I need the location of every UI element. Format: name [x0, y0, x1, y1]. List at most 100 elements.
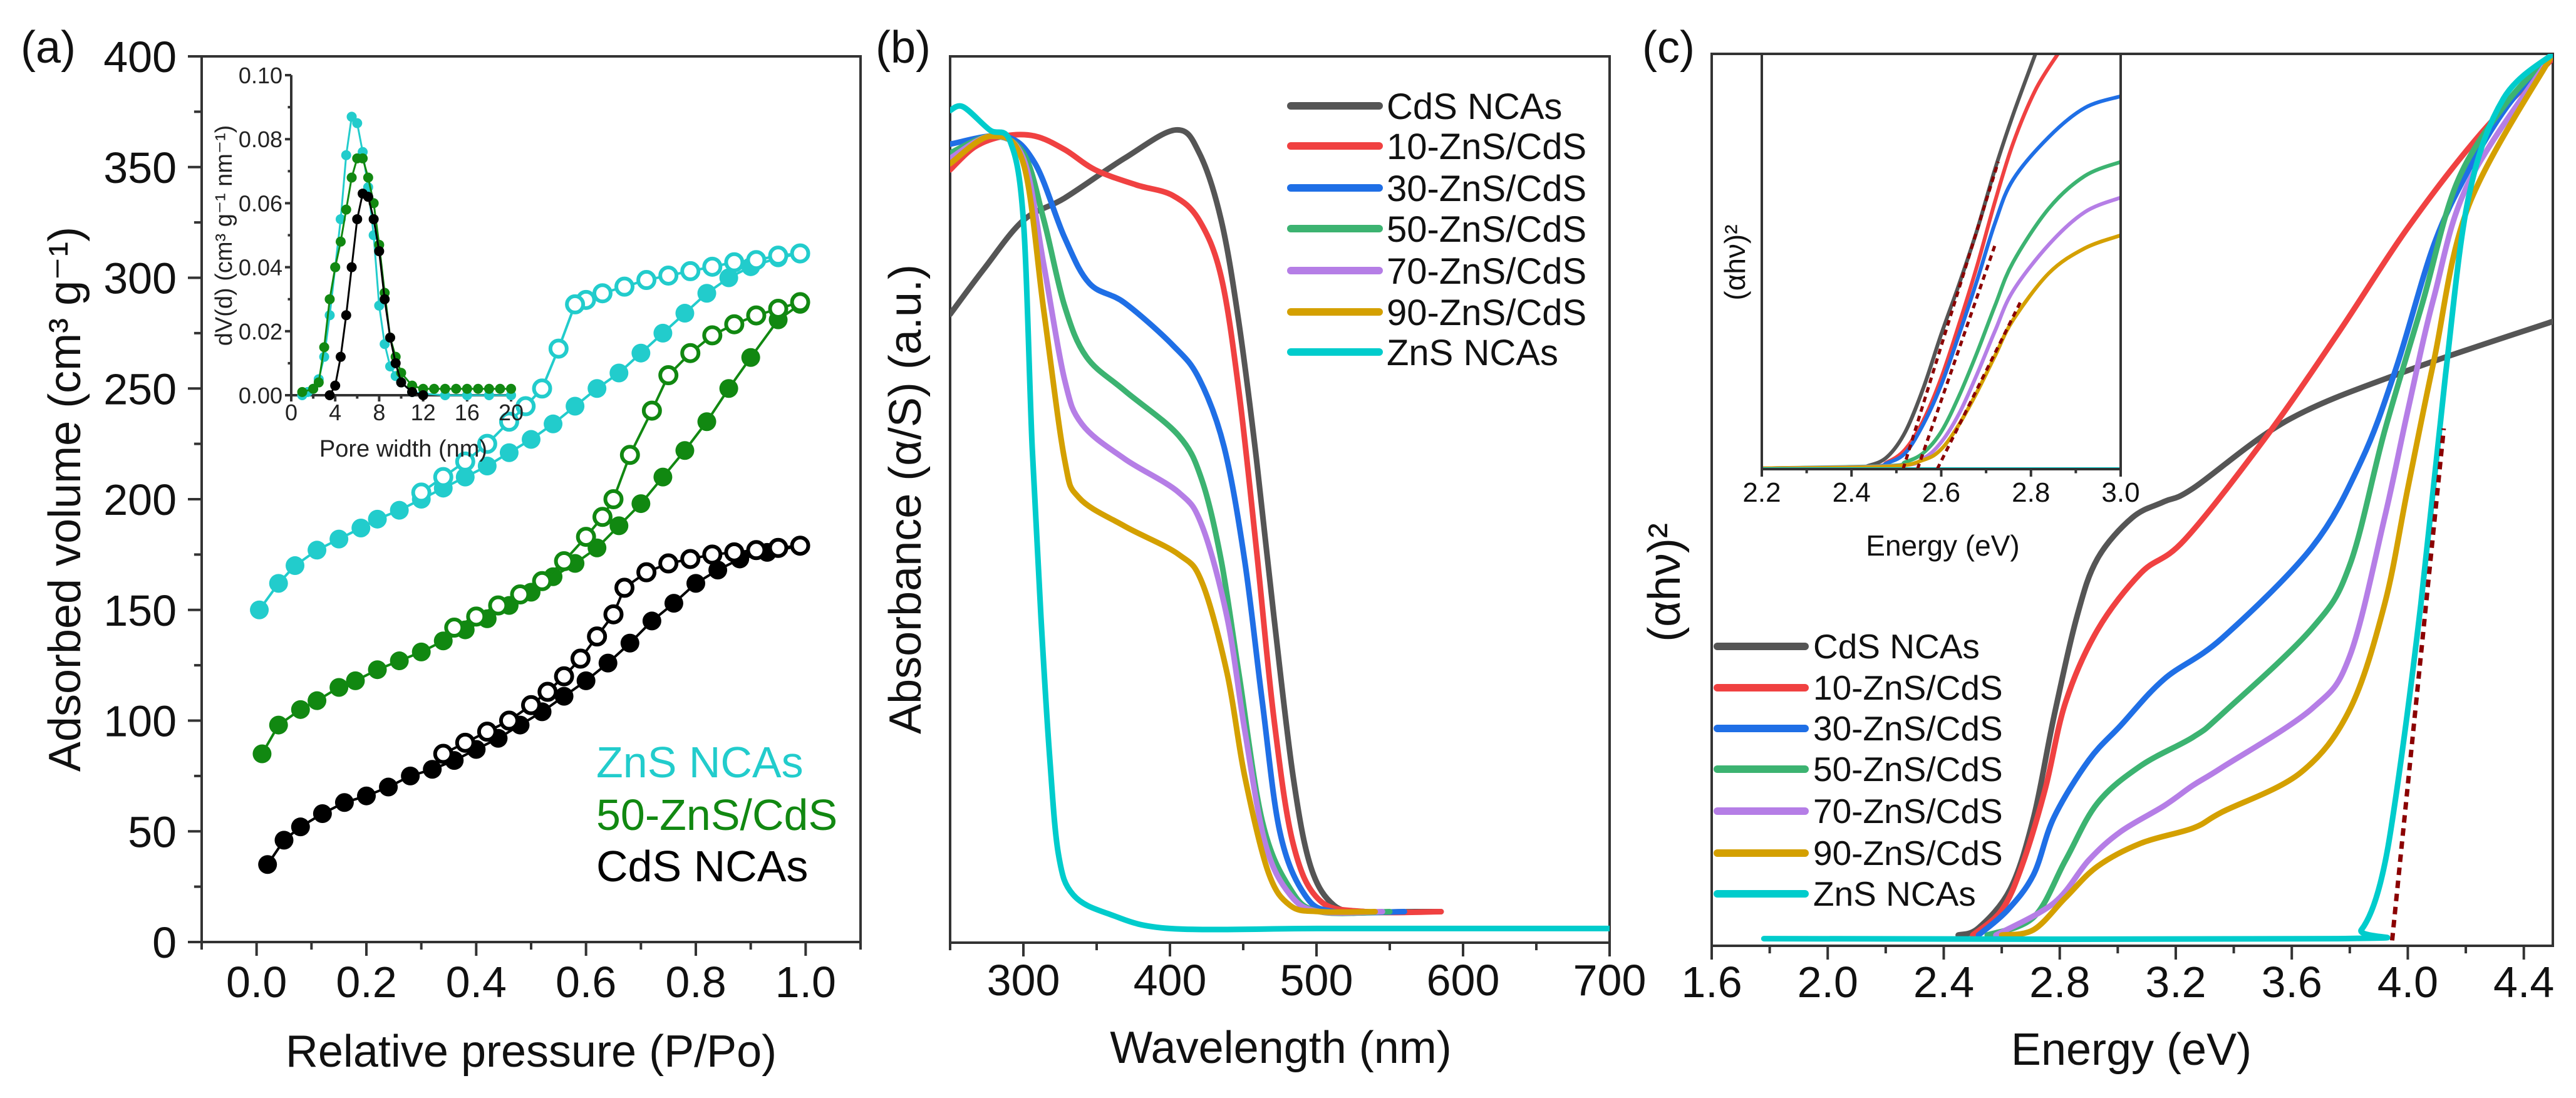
filled-circle-marker: [286, 556, 305, 576]
filled-circle-marker: [631, 343, 651, 363]
filled-circle-marker: [495, 383, 505, 394]
legend-label: 30-ZnS/CdS: [1387, 168, 1586, 209]
filled-circle-marker: [324, 390, 335, 400]
open-circle-marker: [537, 681, 558, 702]
x-tick-label: 2.6: [1922, 477, 1960, 508]
y-tick-label: 400: [103, 33, 177, 81]
panel-a-inset-pore-size-chart: Pore width (nm) dV(d) (cm³ g⁻¹ nm⁻¹) 0 4 8…: [211, 63, 524, 462]
filled-circle-marker: [642, 611, 661, 631]
tangent-dashed-line: [2389, 428, 2446, 941]
open-circle-marker: [554, 551, 574, 571]
series-line-50-zns-cds: [950, 133, 1393, 916]
filled-circle-marker: [566, 396, 585, 416]
open-circle-marker: [724, 314, 745, 334]
filled-circle-marker: [587, 379, 607, 398]
series-line-zns-ncas: [950, 103, 1610, 933]
tangent-dashed-line: [1935, 298, 2024, 469]
filled-circle-marker: [664, 594, 683, 613]
legend-label-50-zns-cds: 50-ZnS/CdS: [596, 790, 837, 839]
plot-area: [950, 103, 1610, 933]
open-circle-marker: [455, 732, 475, 753]
legend-label-cds: CdS NCAs: [596, 842, 808, 891]
y-tick-label: 300: [103, 254, 177, 303]
filled-circle-marker: [330, 262, 341, 272]
open-circle-marker: [680, 549, 701, 569]
x-tick-label: 8: [373, 400, 385, 425]
inset-y-axis-title: (αhν)²: [1719, 224, 1751, 300]
open-circle-marker: [603, 604, 624, 624]
filled-circle-marker: [363, 172, 373, 183]
y-axis-title: Absorbance (α/S) (a.u.): [881, 264, 931, 734]
filled-circle-marker: [686, 574, 705, 593]
series-zns-ncas: [250, 243, 810, 619]
filled-circle-marker: [334, 793, 354, 812]
filled-circle-marker: [269, 574, 288, 593]
filled-circle-marker: [335, 236, 346, 247]
open-circle-marker: [433, 467, 453, 487]
y-tick-label: 150: [103, 586, 177, 635]
tangent-dashed-line: [1901, 161, 2000, 469]
x-tick-label: 3.0: [2101, 477, 2139, 508]
legend-label: 10-ZnS/CdS: [1813, 668, 2003, 707]
filled-circle-marker: [358, 153, 368, 163]
filled-circle-marker: [368, 660, 387, 680]
open-circle-marker: [532, 571, 552, 591]
legend-label: 10-ZnS/CdS: [1387, 127, 1586, 167]
filled-circle-marker: [252, 744, 272, 764]
open-circle-marker: [499, 412, 519, 432]
open-circle-marker: [592, 283, 613, 304]
plot-area: [1761, 54, 2553, 943]
open-circle-marker: [768, 246, 789, 266]
filled-circle-marker: [335, 351, 346, 362]
series-line-zns-ncas: [1761, 54, 2553, 943]
open-circle-marker: [746, 305, 767, 326]
x-axis-title: Wavelength (nm): [1110, 1023, 1452, 1073]
legend-label: 50-ZnS/CdS: [1387, 209, 1586, 250]
filled-circle-marker: [741, 348, 760, 367]
x-tick-label: 1.6: [1681, 958, 1742, 1007]
series-line: [301, 114, 511, 396]
open-circle-marker: [499, 710, 519, 731]
filled-circle-marker: [708, 561, 728, 580]
open-circle-marker: [565, 294, 586, 314]
open-circle-marker: [702, 256, 723, 277]
x-tick-label: 12: [411, 400, 436, 425]
legend-item-10-zns-cds: 10-ZnS/CdS: [1287, 127, 1586, 167]
inset-y-axis-title: dV(d) (cm³ g⁻¹ nm⁻¹): [211, 125, 237, 346]
x-tick-label: 0: [285, 400, 297, 425]
open-circle-marker: [477, 722, 497, 742]
open-circle-marker: [515, 396, 536, 417]
filled-circle-marker: [341, 204, 351, 215]
panel-a-isotherm-chart: Relative pressure (P/Po) Adsorbed volume…: [40, 33, 862, 1077]
legend: CdS NCAs10-ZnS/CdS30-ZnS/CdS50-ZnS/CdS70…: [1287, 86, 1586, 373]
legend-label-zns: ZnS NCAs: [596, 738, 804, 787]
filled-circle-marker: [346, 262, 357, 272]
open-circle-marker: [554, 666, 574, 686]
legend-label: 50-ZnS/CdS: [1813, 750, 2003, 789]
filled-circle-marker: [609, 516, 629, 536]
legend-item-cds-ncas: CdS NCAs: [1287, 86, 1562, 127]
legend-item-90-zns-cds: 90-ZnS/CdS: [1714, 834, 2003, 873]
x-tick-label: 1.0: [775, 958, 836, 1007]
x-tick-label: 16: [455, 400, 480, 425]
open-circle-marker: [658, 365, 679, 386]
legend-label: ZnS NCAs: [1813, 874, 1976, 913]
filled-circle-marker: [418, 390, 428, 400]
plot-frame: [949, 55, 1611, 944]
filled-circle-marker: [522, 430, 541, 449]
filled-circle-marker: [250, 600, 269, 619]
open-circle-marker: [658, 265, 679, 286]
filled-circle-marker: [697, 412, 716, 432]
open-circle-marker: [702, 325, 723, 346]
x-tick-label: 600: [1427, 956, 1500, 1005]
series-line-30-zns-cds: [950, 132, 1407, 916]
filled-circle-marker: [341, 310, 351, 321]
legend-item-70-zns-cds: 70-ZnS/CdS: [1714, 792, 2003, 831]
filled-circle-marker: [484, 383, 494, 394]
filled-circle-marker: [313, 804, 332, 823]
filled-circle-marker: [598, 653, 618, 673]
filled-circle-marker: [313, 377, 324, 388]
open-circle-marker: [768, 537, 789, 558]
x-tick-label: 0.0: [226, 958, 287, 1007]
